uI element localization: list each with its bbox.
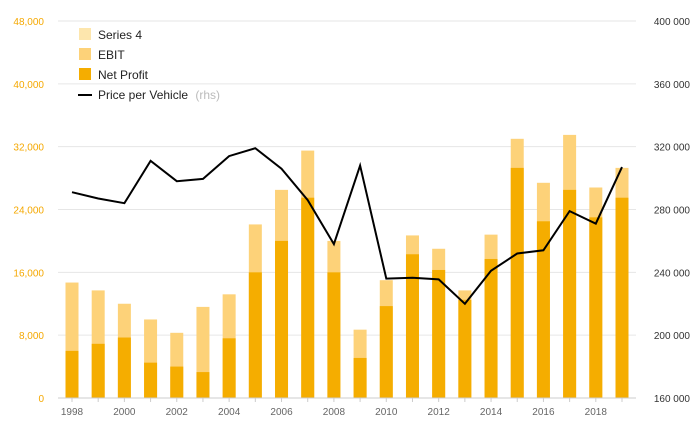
y-right-tick-label: 240 000 xyxy=(654,268,691,279)
y-right-tick-label: 400 000 xyxy=(654,17,691,28)
x-tick-label: 2004 xyxy=(218,407,241,418)
legend-label-price: Price per Vehicle (rhs) xyxy=(98,88,220,102)
bar-net-profit-2001 xyxy=(144,362,158,398)
y-right-tick-label: 320 000 xyxy=(654,143,691,154)
legend-label-ebit: EBIT xyxy=(98,48,125,62)
bar-net-profit-2011 xyxy=(405,254,419,398)
bar-net-profit-2008 xyxy=(327,272,341,398)
bar-net-profit-2016 xyxy=(536,221,550,398)
x-tick-label: 2006 xyxy=(270,407,293,418)
x-tick-label: 2000 xyxy=(113,407,136,418)
legend-swatch-series-4 xyxy=(79,28,91,40)
x-tick-label: 2016 xyxy=(532,407,555,418)
y-right-tick-label: 280 000 xyxy=(654,206,691,217)
bar-net-profit-2012 xyxy=(432,269,446,398)
bar-net-profit-2004 xyxy=(222,338,236,398)
bar-net-profit-2013 xyxy=(458,299,472,398)
bar-net-profit-2014 xyxy=(484,258,498,398)
y-axis-right: 160 000 200 000 240 000 280 000 320 000 360 0… xyxy=(654,17,691,405)
legend-swatch-net-profit xyxy=(79,68,91,80)
y-left-tick-label: 48,000 xyxy=(13,17,44,28)
y-left-tick-label: 8,000 xyxy=(19,331,44,342)
x-axis: 1998 2000 2002 2004 2006 2008 2010 2012 2014 2016… xyxy=(58,397,636,418)
x-tick-label: 2014 xyxy=(480,407,503,418)
bar-net-profit-2019 xyxy=(615,197,629,398)
legend-label-net-profit: Net Profit xyxy=(98,68,149,82)
bar-net-profit-2000 xyxy=(117,337,131,398)
bar-net-profit-1998 xyxy=(65,350,79,398)
y-left-tick-label: 0 xyxy=(38,394,44,405)
x-tick-label: 2002 xyxy=(166,407,189,418)
x-tick-label: 1998 xyxy=(61,407,84,418)
bar-net-profit-2015 xyxy=(510,167,524,398)
bar-net-profit-2003 xyxy=(196,372,210,398)
bar-net-profit-2007 xyxy=(301,197,315,398)
x-tick-label: 2018 xyxy=(585,407,608,418)
legend-swatch-ebit xyxy=(79,48,91,60)
legend-label-price-suffix: (rhs) xyxy=(195,88,220,102)
bar-net-profit-2006 xyxy=(275,240,289,398)
y-right-tick-label: 360 000 xyxy=(654,80,691,91)
y-left-tick-label: 40,000 xyxy=(13,80,44,91)
bars xyxy=(65,134,629,398)
y-left-tick-label: 16,000 xyxy=(13,268,44,279)
price-per-vehicle-line xyxy=(71,147,623,306)
bar-net-profit-1999 xyxy=(91,343,105,398)
bar-net-profit-2010 xyxy=(379,306,393,398)
bar-net-profit-2005 xyxy=(248,272,262,398)
y-right-tick-label: 160 000 xyxy=(654,394,691,405)
y-left-tick-label: 32,000 xyxy=(13,143,44,154)
y-axis-left: 0 8,000 16,000 24,000 32,000 40,000 48,000 xyxy=(13,17,44,405)
y-right-tick-label: 200 000 xyxy=(654,331,691,342)
bar-net-profit-2018 xyxy=(589,217,603,398)
x-tick-label: 2008 xyxy=(323,407,346,418)
price-line xyxy=(71,147,623,306)
legend-label-series-4: Series 4 xyxy=(98,28,142,42)
legend: Series 4 EBIT Net Profit Price per Vehic… xyxy=(78,28,220,102)
legend-label-price-name: Price per Vehicle xyxy=(98,88,188,102)
x-tick-label: 2010 xyxy=(375,407,398,418)
x-tick-label: 2012 xyxy=(428,407,451,418)
bar-net-profit-2017 xyxy=(563,189,577,398)
y-left-tick-label: 24,000 xyxy=(13,206,44,217)
bar-net-profit-2002 xyxy=(170,366,184,398)
bar-net-profit-2009 xyxy=(353,357,367,398)
